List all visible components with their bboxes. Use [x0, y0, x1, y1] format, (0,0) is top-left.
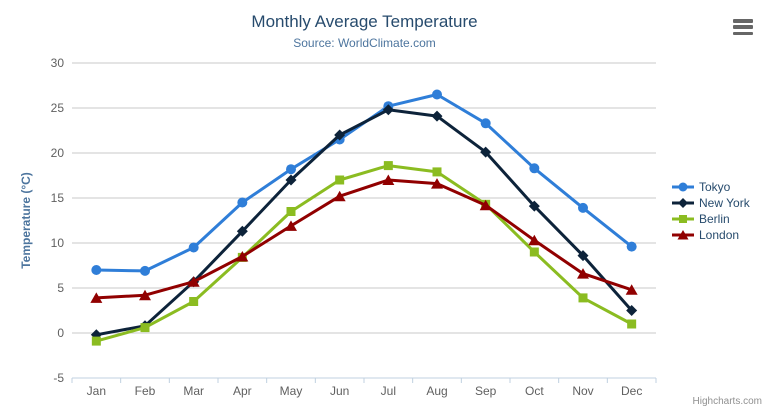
data-point-new-york-apr[interactable]: [236, 225, 248, 237]
data-point-berlin-nov[interactable]: [578, 293, 588, 303]
data-point-tokyo-dec[interactable]: [626, 241, 637, 252]
data-point-new-york-sep[interactable]: [480, 146, 492, 158]
data-point-london-apr[interactable]: [236, 251, 249, 262]
y-axis-label: 5: [57, 281, 64, 295]
data-point-berlin-jan[interactable]: [91, 336, 101, 346]
data-point-tokyo-nov[interactable]: [578, 202, 588, 213]
x-axis-label: Mar: [183, 384, 204, 398]
series-line-berlin[interactable]: [94, 164, 634, 343]
data-point-london-oct[interactable]: [528, 234, 541, 246]
data-point-new-york-may[interactable]: [285, 174, 297, 186]
legend-item-tokyo[interactable]: Tokyo: [672, 179, 750, 195]
legend-marker-london-icon: [672, 230, 694, 240]
legend-item-london[interactable]: London: [672, 227, 750, 243]
series-line-new-york[interactable]: [94, 108, 634, 337]
y-axis-label: 10: [51, 236, 65, 250]
data-point-new-york-aug[interactable]: [431, 110, 443, 122]
data-point-berlin-mar[interactable]: [189, 297, 199, 306]
data-point-london-jun[interactable]: [333, 190, 346, 202]
x-axis-label: Jul: [381, 384, 396, 398]
data-point-london-jan[interactable]: [90, 292, 103, 303]
legend-label-berlin: Berlin: [699, 212, 730, 226]
data-point-new-york-oct[interactable]: [528, 200, 540, 212]
data-point-berlin-feb[interactable]: [140, 323, 150, 333]
data-point-berlin-aug[interactable]: [432, 167, 442, 177]
data-point-tokyo-apr[interactable]: [237, 197, 248, 208]
legend-label-new-york: New York: [699, 196, 750, 210]
legend-marker-tokyo-icon: [672, 182, 694, 192]
legend-item-berlin[interactable]: Berlin: [672, 211, 750, 227]
data-point-berlin-dec[interactable]: [627, 319, 637, 329]
x-axis-label: Jun: [330, 384, 349, 398]
data-point-london-nov[interactable]: [577, 268, 589, 279]
legend: Tokyo New York Berlin London: [672, 179, 750, 243]
y-axis-label: 20: [51, 146, 65, 160]
data-point-berlin-may[interactable]: [286, 207, 296, 216]
x-axis-label: Feb: [135, 384, 156, 398]
data-point-tokyo-aug[interactable]: [432, 89, 442, 100]
context-menu-button[interactable]: [732, 18, 754, 36]
chart-title: Monthly Average Temperature: [251, 12, 478, 31]
x-axis-label: Sep: [475, 384, 497, 398]
y-axis-label: 30: [51, 56, 65, 70]
data-point-berlin-jun[interactable]: [335, 175, 345, 185]
data-point-tokyo-mar[interactable]: [188, 242, 199, 253]
x-axis-label: Dec: [621, 384, 642, 398]
data-point-tokyo-may[interactable]: [286, 164, 296, 175]
y-axis-label: -5: [53, 371, 64, 385]
data-point-london-dec[interactable]: [625, 284, 638, 295]
data-point-london-feb[interactable]: [139, 289, 151, 301]
x-axis-label: Oct: [525, 384, 544, 398]
chart-subtitle: Source: WorldClimate.com: [293, 36, 436, 50]
data-point-new-york-dec[interactable]: [626, 305, 638, 316]
data-point-london-sep[interactable]: [479, 199, 492, 211]
hamburger-icon: [733, 19, 753, 35]
legend-item-new-york[interactable]: New York: [672, 195, 750, 211]
data-point-new-york-nov[interactable]: [577, 250, 589, 262]
data-point-new-york-jun[interactable]: [334, 129, 346, 141]
credits-link[interactable]: Highcharts.com: [692, 396, 762, 407]
y-axis-label: 25: [51, 101, 65, 115]
legend-marker-berlin-icon: [672, 215, 694, 223]
data-point-tokyo-sep[interactable]: [480, 118, 491, 129]
data-point-berlin-oct[interactable]: [529, 247, 539, 257]
data-point-london-may[interactable]: [285, 220, 297, 231]
x-axis-label: Jan: [87, 384, 106, 398]
data-point-london-jul[interactable]: [382, 174, 395, 186]
x-axis-label: Nov: [572, 384, 593, 398]
series-line-london[interactable]: [94, 178, 634, 300]
x-axis-label: May: [280, 384, 303, 398]
data-point-tokyo-jan[interactable]: [91, 265, 102, 275]
data-point-tokyo-feb[interactable]: [140, 265, 150, 276]
data-point-tokyo-oct[interactable]: [529, 163, 540, 174]
legend-label-london: London: [699, 228, 740, 242]
y-axis-label: 15: [51, 191, 65, 205]
data-point-london-mar[interactable]: [187, 276, 200, 287]
data-point-berlin-jul[interactable]: [383, 161, 393, 171]
y-axis-title: Temperature (°C): [19, 172, 33, 269]
data-point-new-york-jul[interactable]: [382, 104, 394, 116]
x-axis-label: Aug: [426, 384, 447, 398]
legend-label-tokyo: Tokyo: [699, 180, 731, 194]
legend-marker-new-york-icon: [672, 198, 694, 208]
y-axis-label: 0: [57, 326, 64, 340]
x-axis-label: Apr: [233, 384, 252, 398]
data-point-london-aug[interactable]: [431, 178, 443, 189]
